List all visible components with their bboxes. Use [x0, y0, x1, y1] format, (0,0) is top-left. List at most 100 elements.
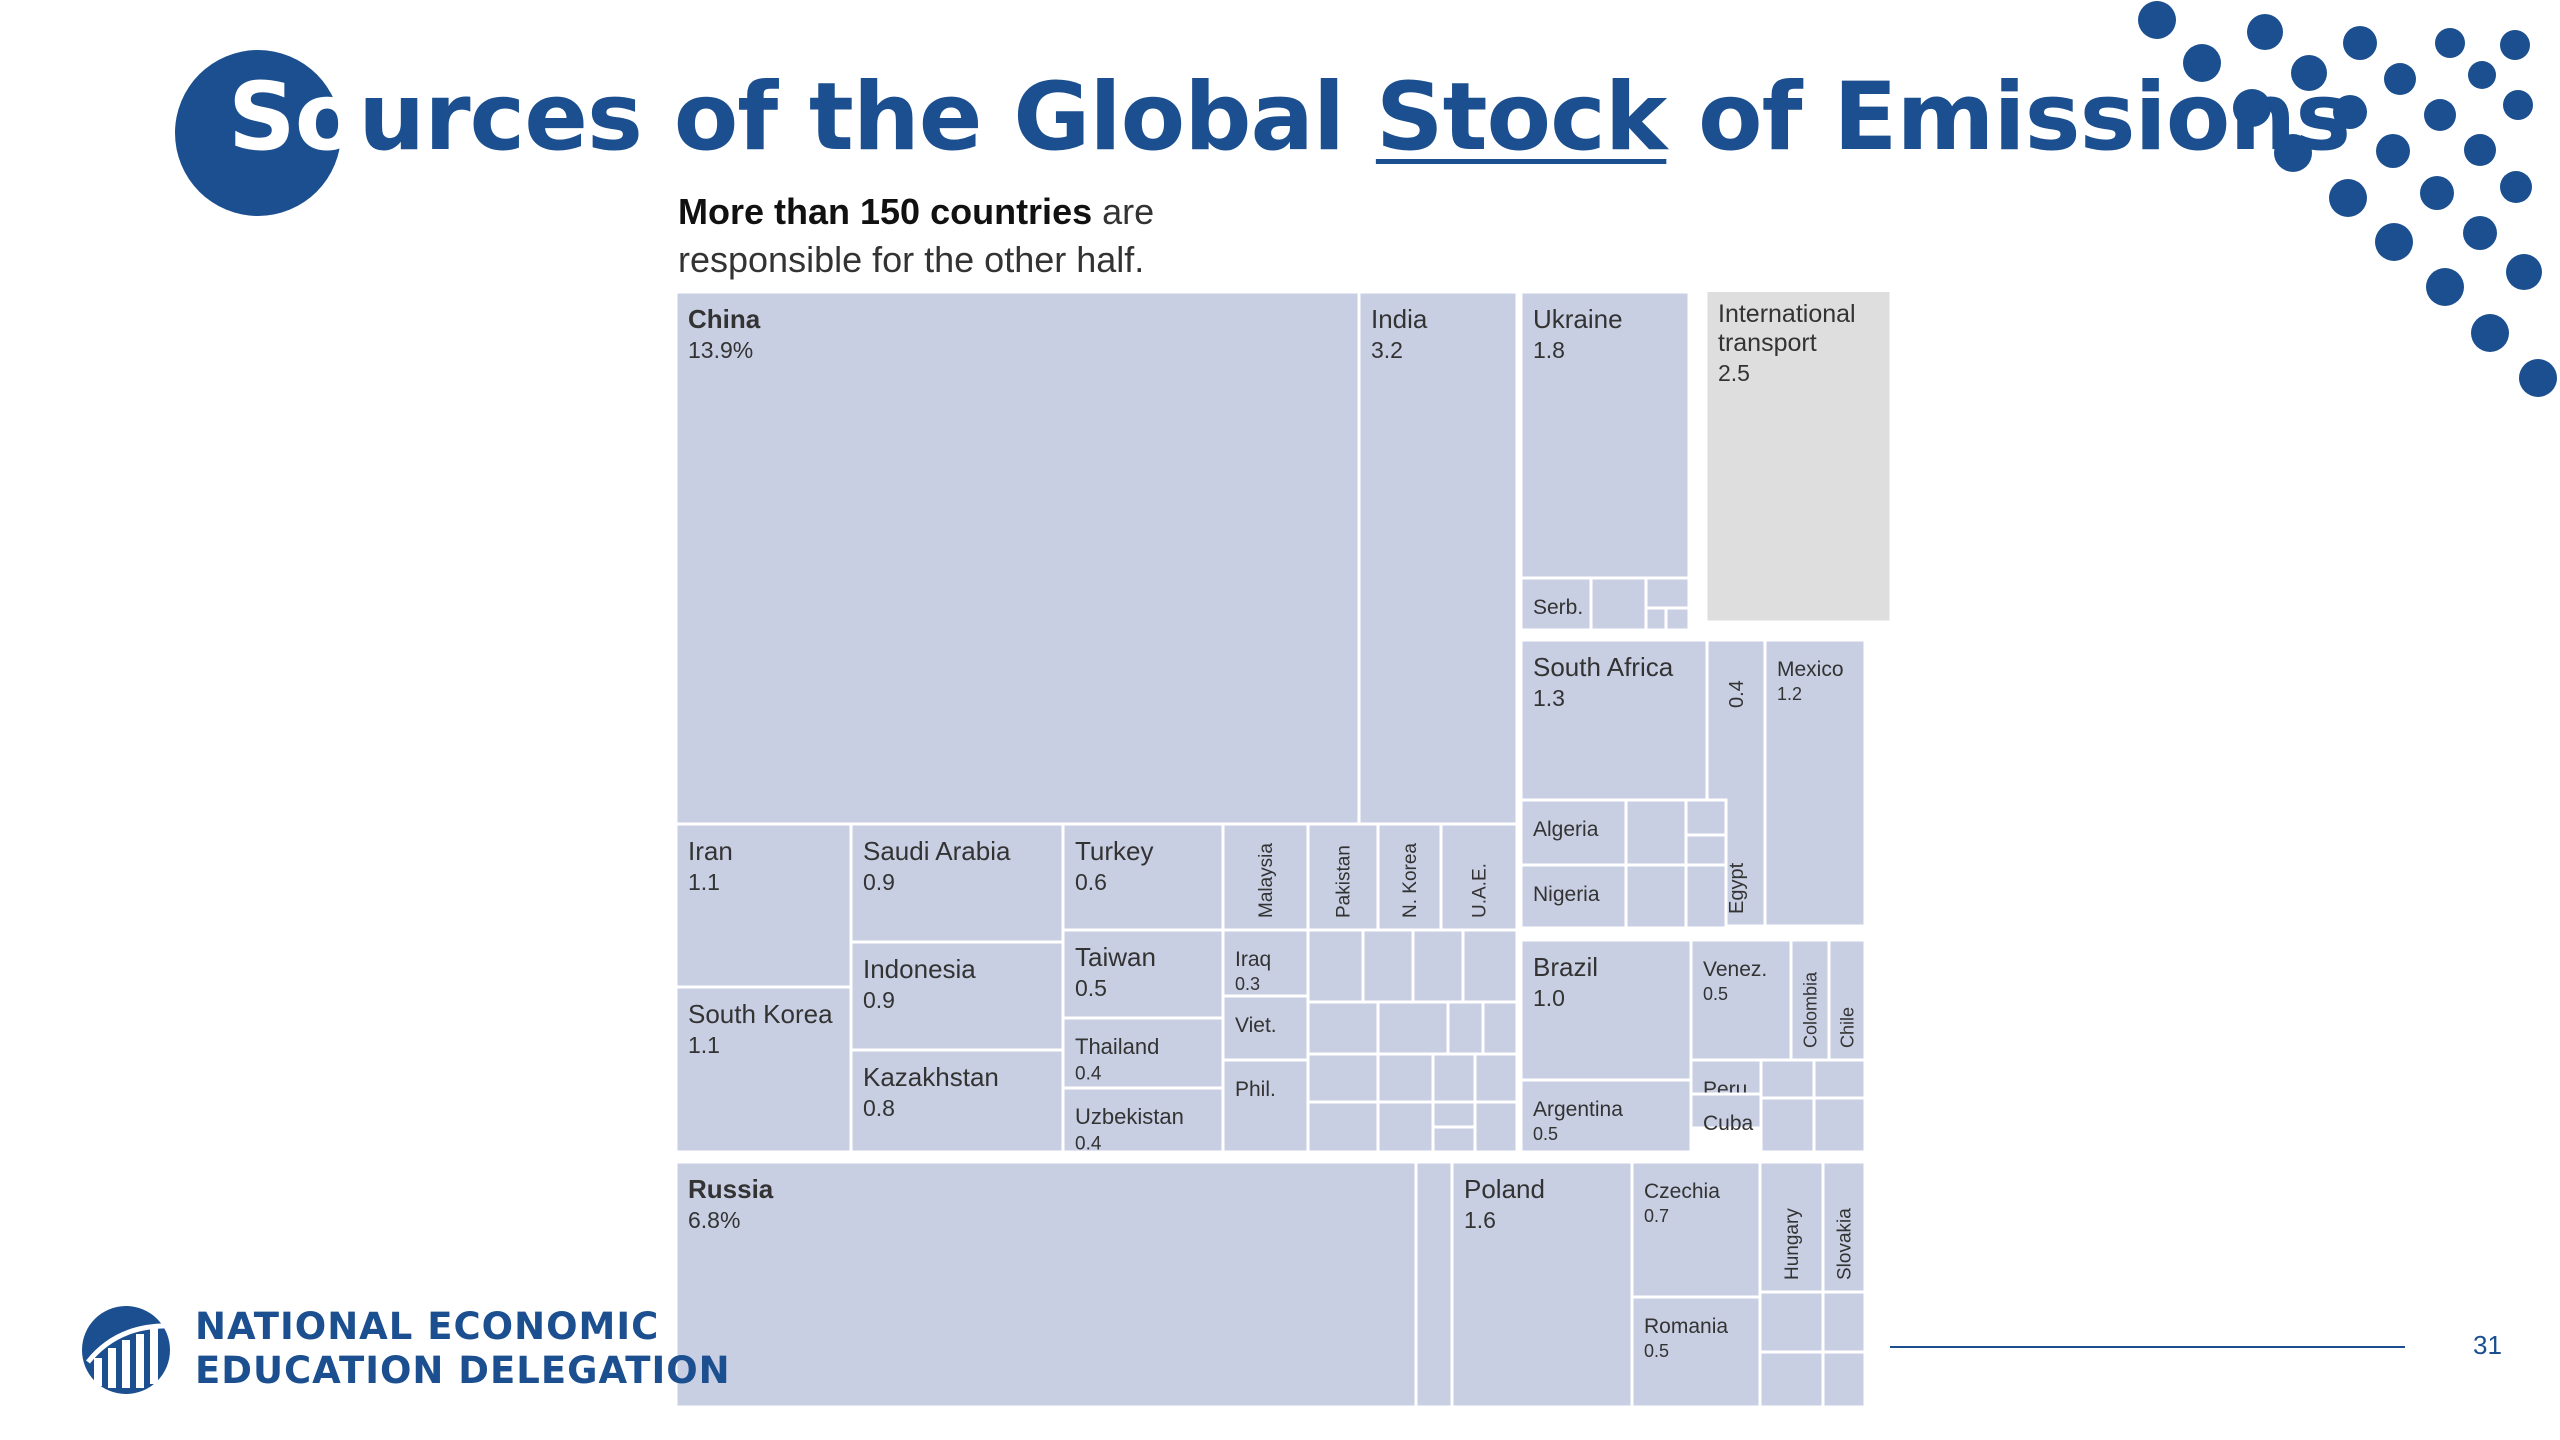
label-malaysia: Malaysia	[1256, 843, 1277, 918]
value-ukraine: 1.8	[1533, 337, 1565, 363]
label-uzbekistan: Uzbekistan	[1075, 1104, 1184, 1129]
label-taiwan: Taiwan	[1075, 942, 1156, 972]
tile-minor-country	[1473, 1052, 1519, 1104]
title-start: So	[228, 63, 359, 172]
label-nigeria: Nigeria	[1533, 883, 1600, 906]
value-turkey: 0.6	[1075, 869, 1107, 895]
label-viet: Viet.	[1235, 1014, 1277, 1037]
label-czechia: Czechia	[1644, 1180, 1720, 1203]
value-uzbekistan: 0.4	[1075, 1133, 1102, 1154]
tile-minor-country	[1758, 1290, 1825, 1354]
ned-logo-text: NATIONAL ECONOMIC EDUCATION DELEGATION	[195, 1305, 731, 1393]
tile-minor-country	[1376, 1100, 1435, 1154]
tile-minor-country	[1684, 833, 1728, 867]
logo-line2: EDUCATION DELEGATION	[195, 1349, 731, 1392]
label-cuba: Cuba	[1703, 1112, 1754, 1135]
tile-thailand	[1061, 1016, 1225, 1090]
value-mexico: 1.2	[1777, 684, 1802, 704]
label-colombia: Colombia	[1800, 971, 1820, 1048]
title-mid: urces of the Global	[358, 63, 1376, 172]
tile-poland	[1450, 1160, 1634, 1407]
tile-nigeria	[1519, 863, 1628, 930]
tile-minor-country	[1361, 928, 1415, 1004]
tile-minor-country	[1644, 606, 1668, 632]
value-iran: 1.1	[688, 869, 720, 895]
label-poland: Poland	[1464, 1174, 1545, 1204]
title-circle-decoration	[175, 50, 341, 216]
tile-international-transport	[1704, 292, 1893, 624]
tile-minor-country	[1431, 1052, 1477, 1104]
subtitle-line2: responsible for the other half.	[678, 239, 1145, 280]
value-egypt: 0.4	[1726, 680, 1748, 708]
tile-minor-country	[1306, 928, 1365, 1004]
tile-cuba	[1689, 1092, 1763, 1130]
value-argentina: 0.5	[1533, 1124, 1558, 1144]
tile-south-korea	[676, 985, 853, 1154]
label-iraq: Iraq	[1235, 948, 1271, 971]
value-kazakhstan: 0.8	[863, 1095, 895, 1121]
tile-minor-country	[1624, 798, 1688, 867]
tile-slovakia	[1821, 1160, 1867, 1294]
tile-minor-country	[1664, 606, 1691, 632]
footer-divider	[1890, 1346, 2405, 1348]
tile-ukraine	[1519, 292, 1691, 580]
tile-minor-country	[1431, 1100, 1477, 1129]
tile-n-korea	[1376, 822, 1443, 932]
label-indonesia: Indonesia	[863, 954, 976, 984]
tile-venez	[1689, 938, 1793, 1062]
chart-subtitle: More than 150 countries are responsible …	[678, 188, 1154, 284]
ned-logo-icon	[82, 1306, 173, 1394]
tile-minor-country	[1684, 798, 1728, 837]
value-czechia: 0.7	[1644, 1206, 1669, 1226]
tile-minor-country	[1414, 1160, 1454, 1407]
tile-minor-country	[1644, 576, 1691, 610]
tile-minor-country	[1411, 928, 1465, 1004]
tile-minor-country	[1684, 863, 1728, 930]
subtitle-rest: are	[1092, 191, 1155, 232]
tile-romania	[1630, 1295, 1762, 1407]
label-algeria: Algeria	[1533, 818, 1599, 841]
value-south-africa: 1.3	[1533, 685, 1565, 711]
label-turkey: Turkey	[1075, 836, 1154, 866]
tile-minor-country	[1759, 1058, 1816, 1100]
tile-minor-country	[1306, 1100, 1380, 1154]
value-romania: 0.5	[1644, 1341, 1669, 1361]
label-phil: Phil.	[1235, 1078, 1276, 1101]
title-stock: Stock	[1375, 63, 1667, 172]
value-indonesia: 0.9	[863, 987, 895, 1013]
label-ukraine: Ukraine	[1533, 304, 1623, 334]
tile-south-africa	[1519, 638, 1709, 802]
value-china: 13.9%	[688, 337, 753, 363]
tile-minor-country	[1306, 1052, 1380, 1104]
logo-line1: NATIONAL ECONOMIC	[195, 1305, 660, 1348]
tile-minor-country	[1624, 863, 1688, 930]
label-pakistan: Pakistan	[1334, 845, 1355, 918]
label-argentina: Argentina	[1533, 1098, 1623, 1121]
dot-pattern-decoration	[2138, 1, 2557, 397]
label-thailand: Thailand	[1075, 1034, 1159, 1059]
value-iraq: 0.3	[1235, 974, 1260, 994]
label-slovakia: Slovakia	[1835, 1208, 1856, 1280]
tile-hungary	[1758, 1160, 1825, 1294]
value-saudi-arabia: 0.9	[863, 869, 895, 895]
tile-minor-country	[1821, 1290, 1867, 1354]
tile-china	[676, 292, 1361, 826]
page-number: 31	[2473, 1330, 2502, 1360]
subtitle-bold: More than 150 countries	[678, 191, 1093, 232]
tile-minor-country	[1461, 928, 1519, 1004]
label-international-transport: International transport	[1718, 300, 1856, 357]
value-venez: 0.5	[1703, 984, 1728, 1004]
label-serb: Serb.	[1533, 596, 1583, 619]
value-taiwan: 0.5	[1075, 975, 1107, 1001]
tile-iraq	[1221, 928, 1310, 998]
label-egypt: Egypt	[1726, 862, 1748, 914]
value-brazil: 1.0	[1533, 985, 1565, 1011]
emissions-treemap: China 13.9% India 3.2 Iran 1.1 South Korea 1.1 S…	[676, 292, 1893, 1407]
label-kazakhstan: Kazakhstan	[863, 1062, 999, 1092]
label-n-korea: N. Korea	[1400, 843, 1421, 918]
value-india: 3.2	[1371, 337, 1403, 363]
tile-pakistan	[1306, 822, 1380, 932]
tile-kazakhstan	[849, 1048, 1065, 1154]
value-russia: 6.8%	[688, 1207, 740, 1233]
tile-minor-country	[1759, 1096, 1816, 1154]
